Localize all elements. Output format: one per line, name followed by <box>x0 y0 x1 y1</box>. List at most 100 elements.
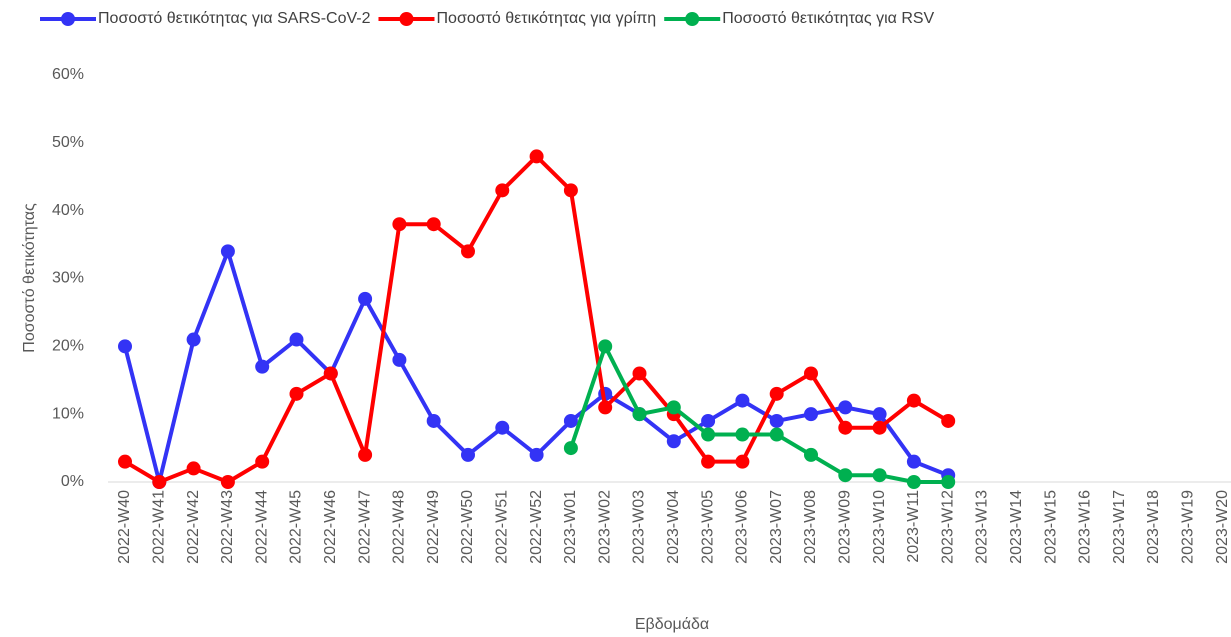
x-tick-label: 2023-W09 <box>837 490 854 564</box>
y-tick-label: 10% <box>52 405 84 422</box>
x-tick-label: 2023-W06 <box>734 490 751 564</box>
point <box>358 291 373 306</box>
y-tick-label: 20% <box>52 338 84 355</box>
point <box>392 352 407 367</box>
point <box>735 454 750 469</box>
x-tick-label: 2023-W15 <box>1042 490 1059 564</box>
y-tick-label: 0% <box>61 473 84 490</box>
point <box>804 407 818 422</box>
point <box>906 475 921 489</box>
point <box>769 427 784 442</box>
x-tick-label: 2023-W08 <box>802 490 819 564</box>
point <box>906 454 921 469</box>
point <box>255 454 270 469</box>
point <box>563 183 578 198</box>
x-tick-label: 2022-W44 <box>253 490 270 564</box>
legend: Ποσοστό θετικότητας για SARS-CoV-2 Ποσοστ… <box>40 10 935 27</box>
point <box>529 447 544 462</box>
point <box>872 407 887 422</box>
x-tick-label: 2023-W13 <box>974 490 991 564</box>
y-tick-label: 30% <box>52 270 84 287</box>
x-tick-label: 2022-W46 <box>322 490 339 564</box>
point <box>941 413 956 428</box>
x-tick-label: 2023-W12 <box>939 490 956 564</box>
point <box>461 447 475 462</box>
point <box>426 413 441 428</box>
x-tick-label: 2022-W45 <box>288 490 305 564</box>
point <box>701 454 716 469</box>
x-tick-label: 2022-W42 <box>185 490 202 564</box>
x-tick-label: 2023-W14 <box>1008 490 1025 564</box>
point <box>701 427 716 442</box>
x-tick-label: 2022-W40 <box>116 490 133 564</box>
y-tick-label: 40% <box>52 202 84 219</box>
point <box>186 332 201 347</box>
x-tick-label: 2023-W07 <box>768 490 785 564</box>
point <box>769 413 784 428</box>
legend-marker <box>399 12 414 26</box>
y-tick-label: 60% <box>52 66 84 83</box>
point <box>186 461 201 476</box>
x-tick-label: 2023-W19 <box>1180 490 1197 564</box>
point <box>804 447 818 462</box>
point <box>323 366 338 381</box>
x-tick-label: 2022-W43 <box>219 490 236 564</box>
point <box>872 420 887 435</box>
legend-label: Ποσοστό θετικότητας για SARS-CoV-2 <box>98 10 371 27</box>
point <box>255 359 270 374</box>
x-tick-label: 2023-W04 <box>665 490 682 564</box>
point <box>632 366 647 381</box>
point <box>735 393 750 408</box>
x-tick-label: 2022-W50 <box>459 490 476 564</box>
point <box>563 441 578 456</box>
point <box>495 420 510 435</box>
x-tick-label: 2023-W11 <box>905 490 922 563</box>
point <box>461 244 475 259</box>
legend-marker <box>685 12 700 26</box>
series-line <box>569 344 949 484</box>
point <box>220 244 235 259</box>
point <box>632 407 647 422</box>
point <box>289 386 304 401</box>
point <box>118 454 132 469</box>
point <box>666 400 681 415</box>
point <box>872 468 887 483</box>
point <box>804 366 818 381</box>
point <box>666 434 681 449</box>
point <box>838 468 853 483</box>
point <box>529 149 544 164</box>
point <box>563 413 578 428</box>
x-tick-label: 2023-W01 <box>562 490 579 564</box>
x-tick-label: 2023-W20 <box>1214 490 1231 564</box>
point <box>906 393 921 408</box>
x-tick-label: 2022-W49 <box>425 490 442 564</box>
point <box>118 339 132 354</box>
x-tick-label: 2022-W51 <box>494 490 511 564</box>
x-tick-label: 2023-W16 <box>1077 490 1094 564</box>
point <box>838 400 853 415</box>
x-tick-label: 2022-W41 <box>151 490 168 564</box>
point <box>769 386 784 401</box>
x-axis-label: Εβδομάδα <box>635 616 709 633</box>
point <box>598 400 613 415</box>
point <box>289 332 304 347</box>
y-tick-label: 50% <box>52 134 84 151</box>
x-tick-label: 2023-W18 <box>1145 490 1162 564</box>
x-tick-label: 2022-W48 <box>391 490 408 564</box>
point <box>220 475 235 489</box>
point <box>598 339 613 354</box>
legend-label: Ποσοστό θετικότητας για RSV <box>722 10 934 27</box>
point <box>701 413 716 428</box>
x-tick-label: 2023-W10 <box>871 490 888 564</box>
point <box>152 475 167 489</box>
point <box>838 420 853 435</box>
point <box>941 475 956 489</box>
x-tick-label: 2022-W47 <box>356 490 373 564</box>
point <box>735 427 750 442</box>
x-tick-label: 2022-W52 <box>528 490 545 564</box>
point <box>392 217 407 232</box>
legend-marker <box>61 12 75 26</box>
point <box>358 447 373 462</box>
point <box>495 183 510 198</box>
